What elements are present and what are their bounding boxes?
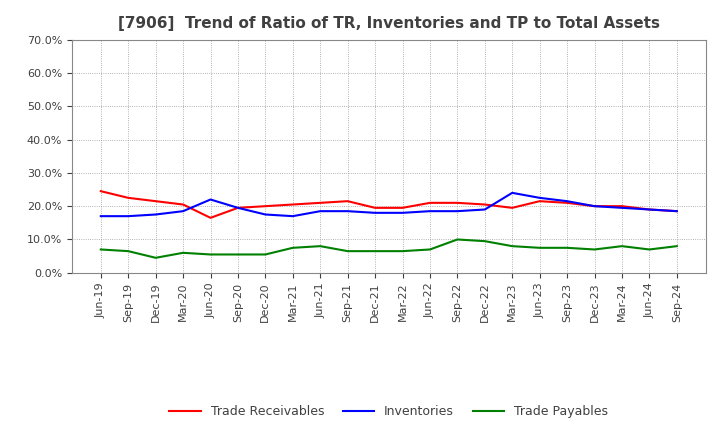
Trade Receivables: [96, 188, 105, 194]
Trade Receivables: [179, 202, 187, 207]
Line: Trade Receivables: Trade Receivables: [101, 191, 677, 218]
Trade Payables: [261, 252, 270, 257]
Trade Receivables: [343, 198, 352, 204]
Trade Receivables: [618, 204, 626, 209]
Inventories: [151, 212, 160, 217]
Trade Receivables: [453, 200, 462, 205]
Inventories: [590, 204, 599, 209]
Trade Receivables: [426, 200, 434, 205]
Trade Receivables: [590, 204, 599, 209]
Trade Payables: [480, 238, 489, 244]
Inventories: [508, 190, 516, 195]
Trade Payables: [536, 245, 544, 250]
Inventories: [645, 207, 654, 212]
Inventories: [398, 210, 407, 216]
Line: Inventories: Inventories: [101, 193, 677, 216]
Trade Receivables: [151, 198, 160, 204]
Inventories: [453, 209, 462, 214]
Trade Receivables: [508, 205, 516, 210]
Trade Payables: [590, 247, 599, 252]
Trade Payables: [371, 249, 379, 254]
Trade Payables: [398, 249, 407, 254]
Inventories: [316, 209, 325, 214]
Trade Receivables: [289, 202, 297, 207]
Inventories: [672, 209, 681, 214]
Trade Payables: [343, 249, 352, 254]
Title: [7906]  Trend of Ratio of TR, Inventories and TP to Total Assets: [7906] Trend of Ratio of TR, Inventories…: [118, 16, 660, 32]
Inventories: [233, 205, 242, 210]
Line: Trade Payables: Trade Payables: [101, 239, 677, 258]
Inventories: [426, 209, 434, 214]
Trade Receivables: [124, 195, 132, 201]
Trade Receivables: [672, 209, 681, 214]
Inventories: [179, 209, 187, 214]
Trade Receivables: [206, 215, 215, 220]
Trade Receivables: [645, 207, 654, 212]
Trade Payables: [233, 252, 242, 257]
Trade Payables: [179, 250, 187, 256]
Trade Receivables: [316, 200, 325, 205]
Legend: Trade Receivables, Inventories, Trade Payables: Trade Receivables, Inventories, Trade Pa…: [164, 400, 613, 423]
Inventories: [261, 212, 270, 217]
Inventories: [371, 210, 379, 216]
Inventories: [96, 213, 105, 219]
Trade Payables: [151, 255, 160, 260]
Trade Receivables: [563, 200, 572, 205]
Trade Payables: [672, 243, 681, 249]
Trade Receivables: [536, 198, 544, 204]
Trade Payables: [124, 249, 132, 254]
Inventories: [343, 209, 352, 214]
Trade Payables: [563, 245, 572, 250]
Trade Payables: [645, 247, 654, 252]
Trade Payables: [289, 245, 297, 250]
Trade Payables: [426, 247, 434, 252]
Trade Receivables: [398, 205, 407, 210]
Inventories: [206, 197, 215, 202]
Inventories: [563, 198, 572, 204]
Trade Receivables: [371, 205, 379, 210]
Inventories: [618, 205, 626, 210]
Inventories: [124, 213, 132, 219]
Trade Payables: [316, 243, 325, 249]
Trade Payables: [206, 252, 215, 257]
Trade Payables: [453, 237, 462, 242]
Trade Receivables: [261, 204, 270, 209]
Trade Receivables: [233, 205, 242, 210]
Trade Payables: [508, 243, 516, 249]
Trade Payables: [96, 247, 105, 252]
Trade Payables: [618, 243, 626, 249]
Inventories: [289, 213, 297, 219]
Trade Receivables: [480, 202, 489, 207]
Inventories: [536, 195, 544, 201]
Inventories: [480, 207, 489, 212]
